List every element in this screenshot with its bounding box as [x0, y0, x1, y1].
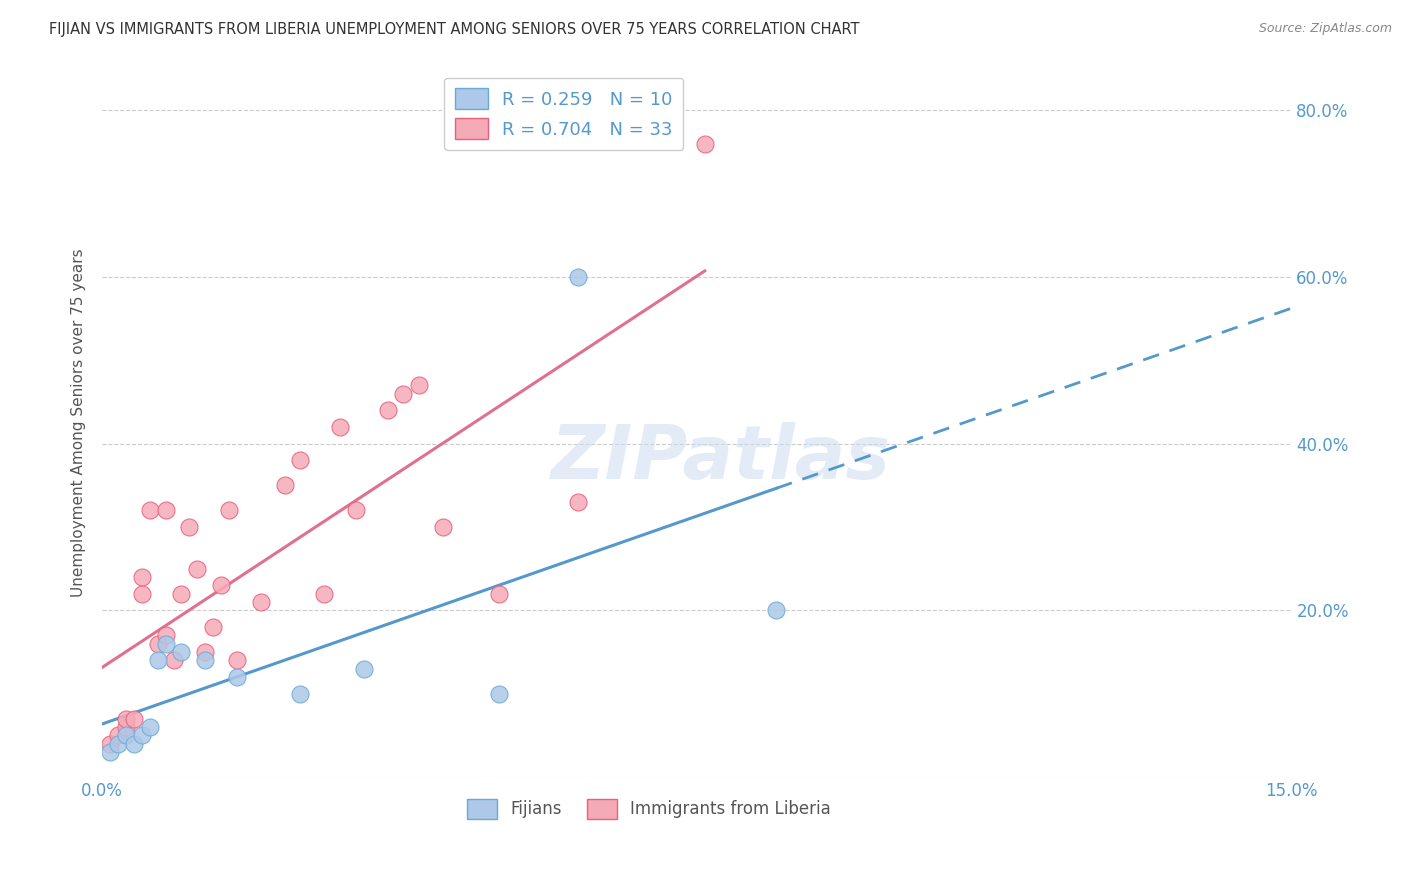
Point	[131, 728, 153, 742]
Point	[155, 503, 177, 517]
Point	[226, 670, 249, 684]
Point	[155, 636, 177, 650]
Point	[170, 586, 193, 600]
Point	[329, 420, 352, 434]
Point	[194, 645, 217, 659]
Point	[249, 595, 271, 609]
Point	[170, 645, 193, 659]
Point	[202, 620, 225, 634]
Point	[567, 269, 589, 284]
Point	[392, 386, 415, 401]
Text: Source: ZipAtlas.com: Source: ZipAtlas.com	[1258, 22, 1392, 36]
Point	[179, 520, 201, 534]
Point	[377, 403, 399, 417]
Point	[290, 453, 312, 467]
Point	[273, 478, 295, 492]
Point	[567, 495, 589, 509]
Y-axis label: Unemployment Among Seniors over 75 years: Unemployment Among Seniors over 75 years	[72, 248, 86, 597]
Point	[765, 603, 787, 617]
Point	[139, 720, 162, 734]
Point	[344, 503, 367, 517]
Legend: Fijians, Immigrants from Liberia: Fijians, Immigrants from Liberia	[461, 793, 838, 825]
Point	[314, 586, 336, 600]
Text: ZIPatlas: ZIPatlas	[551, 422, 890, 494]
Point	[488, 586, 510, 600]
Point	[353, 661, 375, 675]
Point	[186, 561, 208, 575]
Point	[146, 636, 169, 650]
Point	[115, 728, 138, 742]
Point	[122, 737, 145, 751]
Point	[693, 136, 716, 151]
Point	[432, 520, 454, 534]
Point	[209, 578, 232, 592]
Point	[218, 503, 240, 517]
Point	[115, 712, 138, 726]
Point	[107, 737, 129, 751]
Point	[131, 570, 153, 584]
Text: FIJIAN VS IMMIGRANTS FROM LIBERIA UNEMPLOYMENT AMONG SENIORS OVER 75 YEARS CORRE: FIJIAN VS IMMIGRANTS FROM LIBERIA UNEMPL…	[49, 22, 859, 37]
Point	[290, 687, 312, 701]
Point	[162, 653, 184, 667]
Point	[115, 720, 138, 734]
Point	[107, 728, 129, 742]
Point	[146, 653, 169, 667]
Point	[488, 687, 510, 701]
Point	[139, 503, 162, 517]
Point	[122, 712, 145, 726]
Point	[131, 586, 153, 600]
Point	[98, 737, 121, 751]
Point	[226, 653, 249, 667]
Point	[408, 378, 430, 392]
Point	[155, 628, 177, 642]
Point	[194, 653, 217, 667]
Point	[98, 745, 121, 759]
